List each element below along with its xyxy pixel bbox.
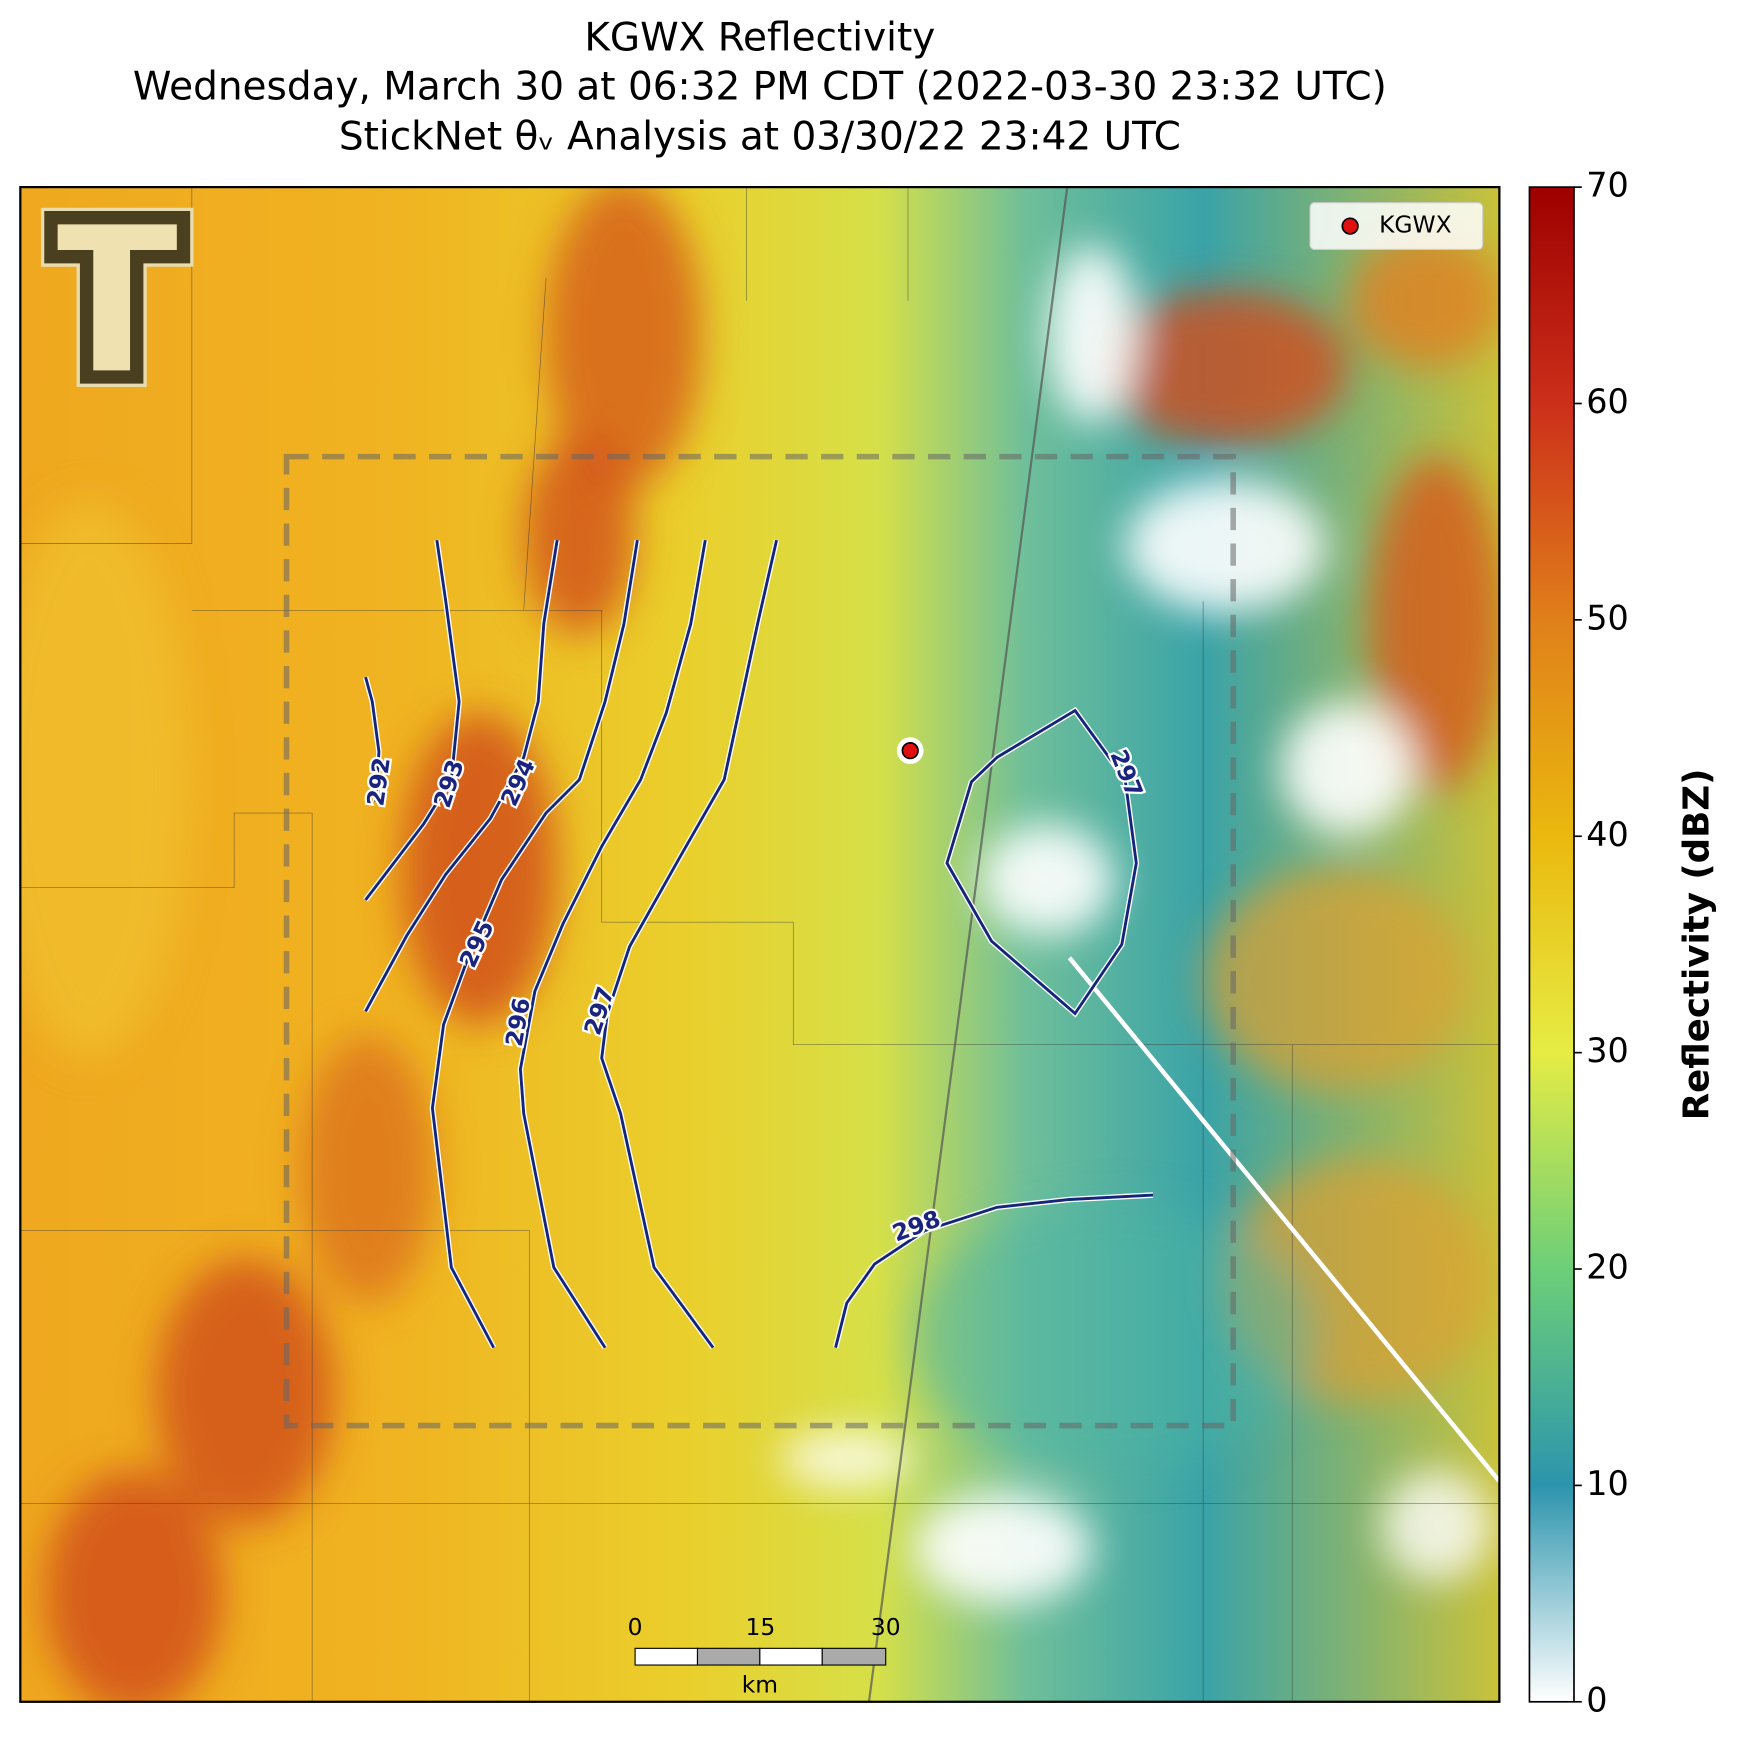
- scale-tick-label: 0: [628, 1613, 643, 1641]
- colorbar-tick-label: 70: [1586, 166, 1629, 205]
- subtitle: Wednesday, March 30 at 06:32 PM CDT (202…: [133, 65, 1387, 110]
- legend-label: KGWX: [1379, 211, 1452, 239]
- radar-map: [20, 187, 1500, 1702]
- contours: 292 293 294 295 296 297 297 298: [359, 539, 1154, 1350]
- scale-tick-label: 15: [746, 1613, 776, 1641]
- title: KGWX Reflectivity: [584, 16, 935, 61]
- colorbar-tick-label: 40: [1586, 815, 1629, 854]
- logo: [40, 207, 194, 388]
- colorbar-tick-label: 20: [1586, 1248, 1629, 1287]
- colorbar-tick-label: 10: [1586, 1464, 1629, 1503]
- colorbar-tick-label: 0: [1586, 1680, 1607, 1719]
- legend: KGWX: [1309, 202, 1484, 251]
- colorbar-tick-label: 30: [1586, 1031, 1629, 1070]
- colorbar-tick-label: 50: [1586, 598, 1629, 637]
- map-frame: [19, 185, 1501, 1703]
- radar-site: [896, 737, 924, 765]
- scale-unit: km: [742, 1671, 778, 1699]
- scale-tick-label: 30: [871, 1613, 901, 1641]
- colorbar-label: Reflectivity (dBZ): [1677, 769, 1718, 1121]
- colorbar-tick-label: 60: [1586, 382, 1629, 421]
- subtitle: StickNet θᵥ Analysis at 03/30/22 23:42 U…: [339, 115, 1181, 160]
- colorbar: Reflectivity (dBZ) 0 10 20 30 40 50 60 70: [1528, 166, 1718, 1719]
- scale-bar: km 0 15 30: [628, 1613, 901, 1699]
